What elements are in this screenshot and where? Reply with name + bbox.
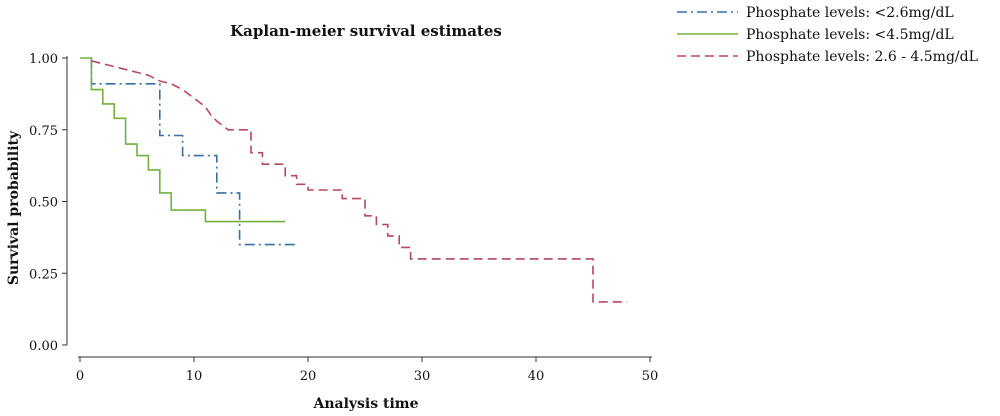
y-tick-label: 0.25 xyxy=(29,267,58,282)
legend-label-2: Phosphate levels: <4.5mg/dL xyxy=(746,27,954,43)
series-layer xyxy=(80,57,628,303)
y-ticks: 0.00 0.25 0.50 0.75 1.00 xyxy=(29,52,67,354)
y-tick-label: 1.00 xyxy=(29,52,58,67)
y-tick-label: 0.50 xyxy=(29,196,58,211)
x-ticks: 0 10 20 30 40 50 xyxy=(76,357,658,384)
chart-title: Kaplan-meier survival estimates xyxy=(230,22,502,40)
x-tick-label: 0 xyxy=(76,369,84,384)
legend-label-3: Phosphate levels: 2.6 - 4.5mg/dL xyxy=(746,49,978,65)
x-tick-label: 40 xyxy=(528,369,545,384)
y-tick-label: 0.75 xyxy=(29,124,58,139)
series-line-2 xyxy=(80,57,286,223)
series-line-1 xyxy=(90,58,297,246)
legend-label-1: Phosphate levels: <2.6mg/dL xyxy=(746,5,954,21)
y-tick-label: 0.00 xyxy=(29,339,58,354)
x-tick-label: 30 xyxy=(414,369,431,384)
legend: Phosphate levels: <2.6mg/dL Phosphate lev… xyxy=(677,5,978,65)
y-axis-label: Survival probability xyxy=(6,130,22,285)
x-tick-label: 50 xyxy=(642,369,659,384)
x-tick-label: 10 xyxy=(186,369,203,384)
x-tick-label: 20 xyxy=(300,369,317,384)
series-line-3 xyxy=(91,60,628,303)
x-axis-label: Analysis time xyxy=(312,396,418,412)
